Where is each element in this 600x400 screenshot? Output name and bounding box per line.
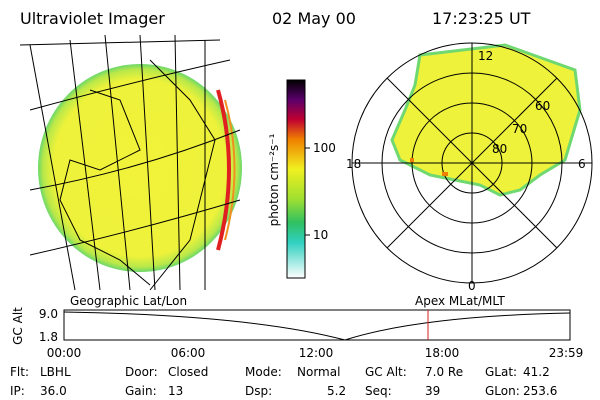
timeline-xtick: 23:59 [549, 346, 584, 360]
info-panel: Flt: LBHL Door: Closed Mode: Normal GC Alt: 7.0… [10, 365, 557, 398]
timeline-left-label: Geographic Lat/Lon [70, 294, 187, 308]
info-label: Door: [125, 365, 158, 379]
polar-plot [351, 42, 593, 284]
time: 17:23:25 UT [432, 9, 531, 28]
clock-label: 12 [478, 49, 493, 63]
timeline-right-label: Apex MLat/MLT [415, 294, 505, 308]
clock-label: 6 [578, 157, 586, 171]
ring-label: 80 [492, 142, 507, 156]
info-label: Dsp: [245, 384, 272, 398]
info-value: 253.6 [523, 384, 557, 398]
timeline-ytick: 9.0 [39, 307, 58, 321]
ring-label: 70 [512, 122, 527, 136]
timeline-xtick: 18:00 [425, 346, 460, 360]
timeline-xtick: 06:00 [171, 346, 206, 360]
info-label: GLat: [485, 365, 517, 379]
info-label: IP: [10, 384, 25, 398]
colorbar-tick: 100 [313, 141, 336, 155]
info-value: 41.2 [523, 365, 550, 379]
timeline-plot [63, 309, 571, 341]
timeline-xtick: 12:00 [299, 346, 334, 360]
colorbar-label: photon cm⁻²s⁻¹ [267, 133, 281, 226]
clock-label: 18 [346, 157, 361, 171]
info-label: GC Alt: [365, 365, 407, 379]
timeline-ytick: 1.8 [39, 330, 58, 344]
color-bar [286, 79, 306, 279]
info-value: 5.2 [327, 384, 346, 398]
timeline-xtick: 00:00 [47, 346, 82, 360]
info-value: Normal [297, 365, 340, 379]
info-label: Mode: [245, 365, 282, 379]
info-value: 36.0 [40, 384, 67, 398]
title: Ultraviolet Imager [20, 9, 165, 28]
ring-label: 60 [535, 99, 550, 113]
info-value: LBHL [40, 365, 71, 379]
info-value: 39 [425, 384, 440, 398]
timeline-y-label: GC Alt [11, 307, 25, 345]
info-label: Seq: [365, 384, 392, 398]
date: 02 May 00 [272, 9, 356, 28]
colorbar-tick: 10 [313, 228, 328, 242]
info-label: Gain: [125, 384, 157, 398]
globe-image [19, 34, 242, 291]
info-label: Flt: [10, 365, 29, 379]
info-value: 7.0 Re [425, 365, 463, 379]
info-label: GLon: [485, 384, 520, 398]
clock-label: 0 [468, 279, 476, 293]
info-value: Closed [168, 365, 208, 379]
info-value: 13 [168, 384, 183, 398]
